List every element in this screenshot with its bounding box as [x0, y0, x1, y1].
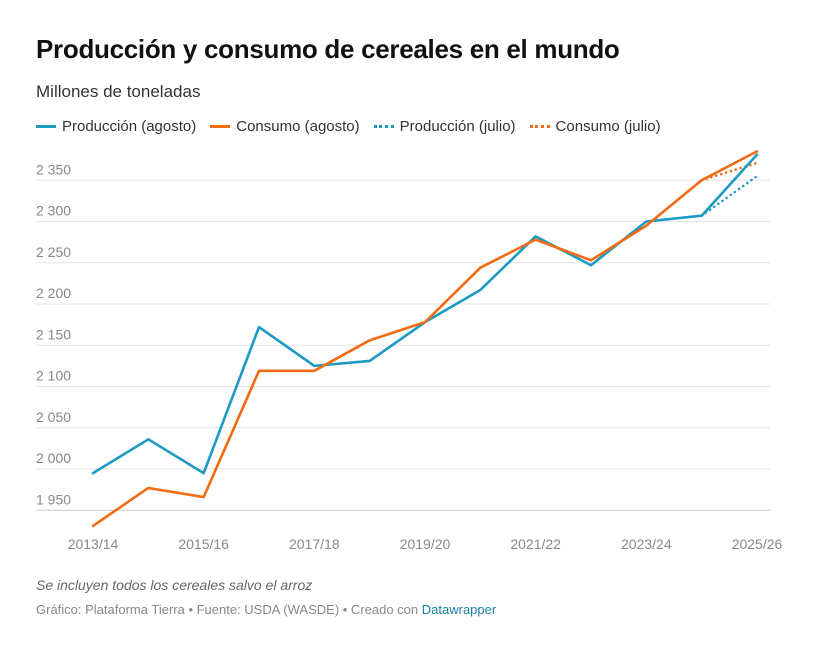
legend: Producción (agosto) Consumo (agosto) Pro…	[36, 118, 661, 135]
y-tick-label: 1 950	[36, 491, 71, 507]
x-tick-label: 2019/20	[400, 536, 451, 552]
legend-item: Consumo (agosto)	[210, 118, 360, 135]
datawrapper-link[interactable]: Datawrapper	[421, 602, 497, 617]
y-tick-label: 2 050	[36, 409, 71, 425]
chart-title: Producción y consumo de cereales en el m…	[36, 34, 620, 64]
y-tick-label: 2 200	[36, 285, 71, 301]
y-tick-label: 2 100	[36, 368, 71, 384]
chart-credit: Gráfico: Plataforma Tierra • Fuente: USD…	[36, 602, 496, 617]
y-tick-label: 2 300	[36, 203, 71, 219]
x-tick-label: 2021/22	[510, 536, 561, 552]
chart-subtitle: Millones de toneladas	[36, 82, 201, 101]
series-line-consumo-julio-	[700, 161, 759, 182]
legend-label: Producción (agosto)	[62, 118, 197, 135]
line-chart: 1 950 2 000 2 050 2 100 2 150 2 200 2 250 2 300…	[36, 150, 783, 552]
legend-swatch	[36, 125, 56, 128]
y-tick-label: 2 350	[36, 161, 71, 177]
x-tick-label: 2023/24	[621, 536, 672, 552]
series-line-producci-n-julio-	[700, 174, 759, 217]
y-tick-label: 2 250	[36, 244, 71, 260]
chart-note: Se incluyen todos los cereales salvo el …	[36, 577, 313, 593]
legend-swatch	[529, 125, 550, 128]
legend-item: Consumo (julio)	[529, 118, 661, 135]
y-tick-label: 2 000	[36, 450, 71, 466]
y-tick-label: 2 150	[36, 326, 71, 342]
x-tick-label: 2015/16	[178, 536, 229, 552]
legend-label: Producción (julio)	[399, 118, 516, 135]
credit-text: Gráfico: Plataforma Tierra • Fuente: USD…	[36, 602, 422, 617]
legend-label: Consumo (agosto)	[236, 118, 360, 135]
series-line-consumo-agosto-	[91, 150, 759, 528]
legend-swatch	[210, 125, 231, 128]
legend-item: Producción (julio)	[373, 118, 516, 135]
legend-item: Producción (agosto)	[36, 118, 196, 135]
legend-label: Consumo (julio)	[555, 118, 661, 135]
legend-swatch	[373, 125, 394, 128]
x-tick-label: 2025/26	[732, 536, 783, 552]
x-tick-label: 2017/18	[289, 536, 340, 552]
x-tick-label: 2013/14	[68, 536, 119, 552]
series-line-producci-n-agosto-	[91, 153, 759, 475]
